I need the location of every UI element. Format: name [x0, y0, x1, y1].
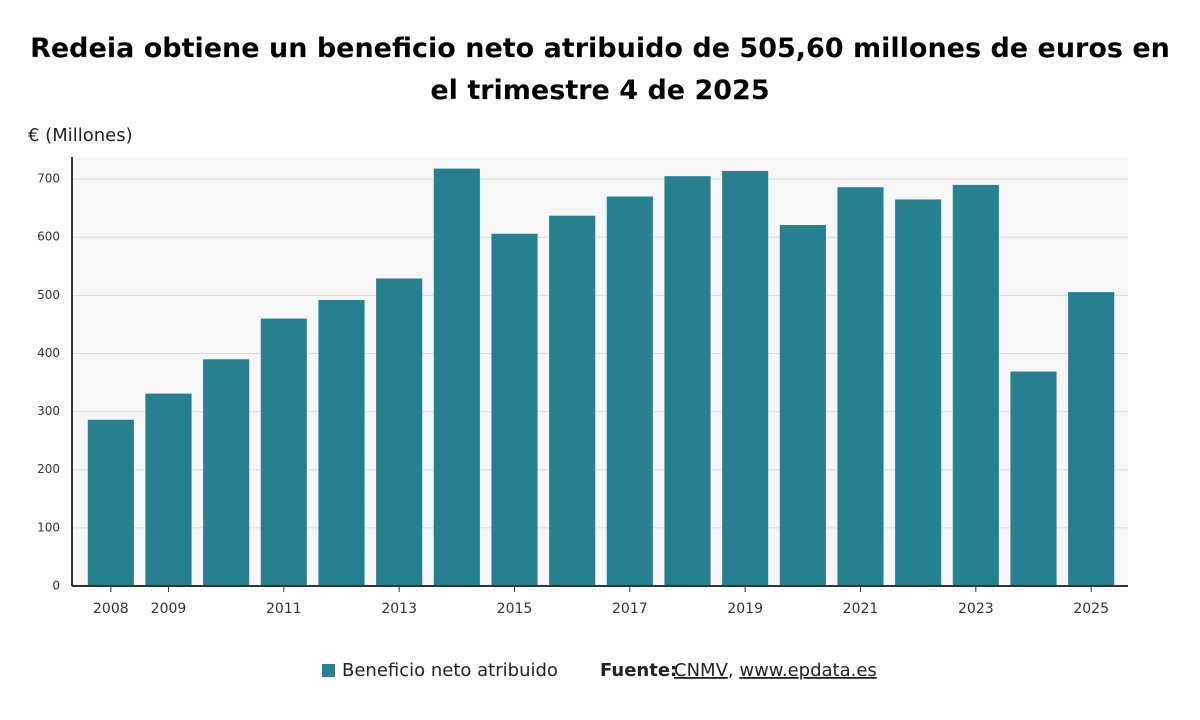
- x-tick-label: 2021: [843, 601, 879, 617]
- bar: [260, 318, 307, 586]
- chart-title: Redeia obtiene un beneficio neto atribui…: [30, 33, 1170, 106]
- source-link[interactable]: CNMV: [674, 660, 729, 681]
- bar: [606, 196, 653, 587]
- y-tick-label: 300: [37, 404, 60, 418]
- bar: [203, 359, 250, 586]
- source-link[interactable]: www.epdata.es: [739, 660, 876, 681]
- y-tick-label: 200: [37, 462, 60, 476]
- x-tick-label: 2015: [497, 601, 533, 617]
- bar: [145, 393, 192, 586]
- y-tick-label: 100: [37, 520, 60, 534]
- x-tick-label: 2009: [151, 601, 187, 617]
- bar: [837, 187, 884, 586]
- x-tick-label: 2019: [727, 601, 763, 617]
- bar: [1010, 371, 1057, 586]
- y-tick-label: 500: [37, 288, 60, 302]
- x-tick-label: 2013: [381, 601, 417, 617]
- bar: [952, 184, 999, 586]
- bar: [895, 199, 942, 587]
- bar: [549, 215, 596, 587]
- source-links: CNMV, www.epdata.es: [674, 660, 877, 681]
- bar: [722, 170, 769, 586]
- legend-swatch: [322, 664, 335, 677]
- x-tick-label: 2008: [93, 601, 129, 617]
- bar: [491, 233, 538, 587]
- source-separator: ,: [728, 660, 734, 681]
- bar: [376, 278, 423, 586]
- bar: [87, 419, 134, 586]
- y-axis-label: € (Millones): [28, 125, 133, 146]
- source-label: Fuente:: [600, 660, 677, 681]
- x-tick-label: 2023: [958, 601, 994, 617]
- bar: [1068, 292, 1115, 586]
- y-tick-label: 700: [37, 172, 60, 186]
- x-tick-label: 2011: [266, 601, 302, 617]
- bar: [664, 176, 711, 586]
- y-tick-label: 400: [37, 346, 60, 360]
- bar: [779, 225, 826, 586]
- x-tick-label: 2025: [1073, 601, 1109, 617]
- bar: [318, 300, 365, 586]
- legend-label: Beneficio neto atribuido: [342, 660, 558, 681]
- y-tick-label: 600: [37, 230, 60, 244]
- y-tick-label: 0: [52, 579, 60, 593]
- bar: [433, 168, 480, 586]
- x-tick-label: 2017: [612, 601, 648, 617]
